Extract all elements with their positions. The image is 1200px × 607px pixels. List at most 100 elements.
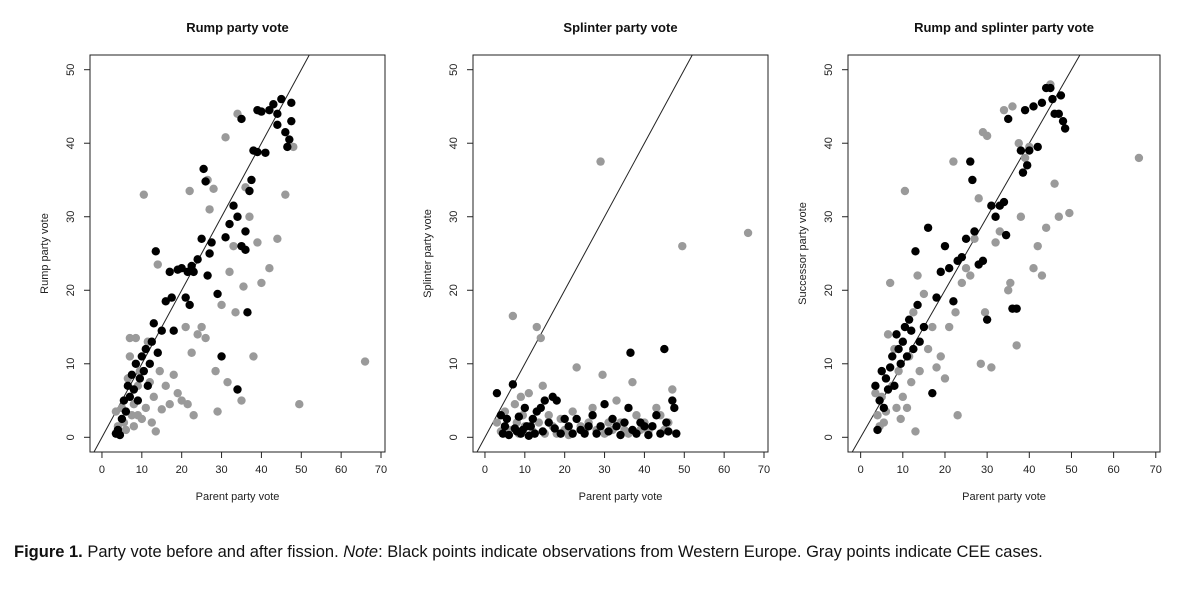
data-point-gray bbox=[743, 228, 753, 238]
data-point-black bbox=[604, 427, 613, 436]
data-point-black bbox=[229, 201, 238, 210]
data-point-gray bbox=[1054, 212, 1064, 221]
x-tick-label: 60 bbox=[718, 464, 730, 476]
x-tick-label: 60 bbox=[1107, 464, 1119, 476]
y-tick-label: 20 bbox=[823, 284, 835, 296]
data-point-black bbox=[660, 344, 669, 354]
figure-panels: Rump party vote 0 10 20 30 40 50 60 70 0 10 20 30 40 5… bbox=[39, 20, 1162, 503]
data-point-gray bbox=[588, 403, 597, 413]
data-point-gray bbox=[536, 333, 545, 343]
data-point-gray bbox=[137, 414, 147, 424]
data-point-gray bbox=[898, 392, 908, 402]
data-point-gray bbox=[183, 400, 192, 409]
data-point-gray bbox=[1033, 241, 1042, 251]
x-tick-label: 40 bbox=[255, 464, 267, 476]
data-point-black bbox=[568, 429, 577, 438]
data-point-black bbox=[115, 430, 125, 440]
data-point-black bbox=[1029, 102, 1038, 111]
y-tick-label: 30 bbox=[448, 211, 460, 223]
data-point-black bbox=[978, 256, 988, 266]
data-point-black bbox=[139, 366, 149, 376]
data-point-gray bbox=[508, 311, 518, 321]
data-point-black bbox=[205, 249, 214, 258]
data-point-black bbox=[881, 374, 891, 383]
data-point-black bbox=[241, 227, 250, 236]
y-tick-label: 20 bbox=[448, 284, 460, 296]
data-point-gray bbox=[1029, 264, 1038, 273]
x-tick-label: 70 bbox=[375, 464, 387, 476]
data-point-black bbox=[247, 175, 256, 185]
data-point-black bbox=[1022, 161, 1032, 170]
data-point-black bbox=[871, 381, 880, 391]
data-point-black bbox=[919, 322, 929, 332]
chart-title: Rump party vote bbox=[186, 20, 289, 35]
data-point-black bbox=[1046, 83, 1055, 93]
x-tick-label: 40 bbox=[638, 464, 650, 476]
data-point-black bbox=[940, 241, 950, 251]
data-point-gray bbox=[1006, 278, 1015, 288]
data-point-black bbox=[269, 100, 278, 109]
data-point-gray bbox=[894, 366, 903, 376]
data-point-gray bbox=[1008, 102, 1017, 111]
data-point-gray bbox=[944, 322, 954, 332]
data-point-black bbox=[1020, 105, 1030, 115]
data-point-gray bbox=[516, 392, 526, 402]
data-point-gray bbox=[253, 238, 262, 247]
data-point-gray bbox=[885, 278, 895, 288]
y-tick-label: 40 bbox=[448, 137, 460, 149]
figure-caption: Figure 1. Party vote before and after fi… bbox=[14, 541, 1186, 564]
data-point-gray bbox=[982, 131, 992, 141]
data-point-gray bbox=[532, 322, 541, 332]
data-point-gray bbox=[961, 264, 971, 273]
data-point-gray bbox=[1012, 341, 1021, 350]
data-point-gray bbox=[928, 322, 937, 332]
data-point-black bbox=[145, 359, 154, 368]
data-point-gray bbox=[936, 352, 945, 361]
data-point-gray bbox=[165, 400, 174, 409]
data-point-black bbox=[237, 114, 246, 124]
data-point-gray bbox=[155, 366, 164, 376]
y-tick-label: 40 bbox=[65, 137, 77, 149]
data-point-black bbox=[131, 359, 141, 368]
data-point-gray bbox=[995, 227, 1004, 236]
plot-area bbox=[851, 55, 1144, 452]
data-point-black bbox=[670, 403, 679, 413]
x-tick-label: 0 bbox=[482, 464, 488, 476]
data-point-black bbox=[1018, 168, 1028, 177]
data-point-black bbox=[225, 219, 234, 229]
data-point-black bbox=[584, 422, 593, 431]
data-point-black bbox=[564, 422, 573, 431]
data-point-gray bbox=[923, 344, 933, 354]
data-point-black bbox=[217, 352, 226, 361]
data-point-black bbox=[285, 135, 294, 144]
x-tick-label: 10 bbox=[136, 464, 148, 476]
data-point-black bbox=[1054, 109, 1064, 119]
data-point-black bbox=[672, 429, 681, 438]
data-point-black bbox=[169, 326, 178, 335]
data-point-gray bbox=[201, 333, 210, 343]
scatter-panel-3: Rump and splinter party vote 0 10 20 30 40 50 6… bbox=[797, 20, 1162, 503]
data-point-black bbox=[199, 164, 208, 174]
x-tick-label: 0 bbox=[99, 464, 105, 476]
data-point-black bbox=[253, 147, 262, 157]
data-point-black bbox=[550, 424, 559, 433]
data-point-gray bbox=[229, 241, 238, 251]
x-tick-label: 30 bbox=[598, 464, 610, 476]
data-point-black bbox=[892, 330, 901, 339]
plot-frame bbox=[847, 54, 1161, 453]
data-point-black bbox=[526, 422, 536, 431]
x-tick-label: 20 bbox=[176, 464, 188, 476]
data-point-gray bbox=[598, 370, 607, 380]
data-point-black bbox=[968, 175, 977, 185]
data-point-black bbox=[928, 388, 937, 398]
data-point-black bbox=[528, 414, 537, 424]
data-point-black bbox=[241, 245, 250, 255]
reference-line bbox=[851, 55, 1081, 452]
data-point-black bbox=[592, 429, 601, 438]
y-tick-label: 50 bbox=[65, 64, 77, 76]
data-point-gray bbox=[1020, 153, 1030, 163]
data-point-black bbox=[514, 412, 524, 421]
data-point-black bbox=[875, 396, 884, 405]
data-point-gray bbox=[991, 238, 1000, 247]
y-axis-label: Rump party vote bbox=[39, 213, 51, 294]
